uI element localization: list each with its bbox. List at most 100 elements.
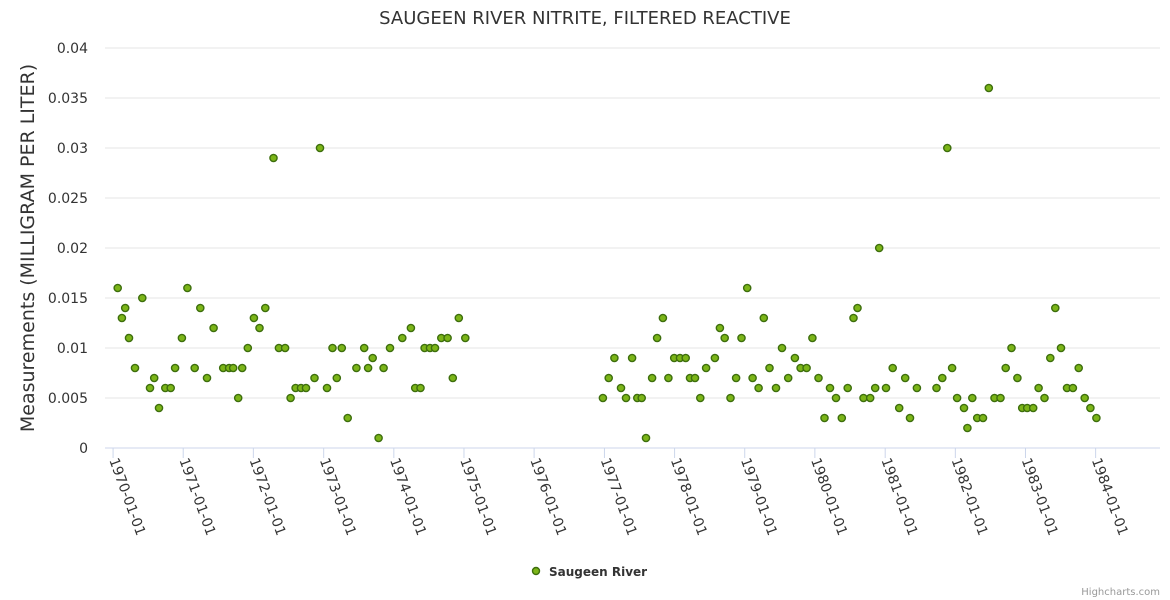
- data-point[interactable]: [652, 333, 662, 343]
- data-point[interactable]: [870, 383, 880, 393]
- data-point[interactable]: [748, 373, 757, 383]
- data-point[interactable]: [790, 353, 800, 363]
- data-point[interactable]: [202, 373, 212, 383]
- data-point[interactable]: [124, 333, 134, 343]
- data-point[interactable]: [233, 393, 243, 403]
- data-point[interactable]: [368, 353, 378, 363]
- data-point[interactable]: [943, 143, 952, 153]
- data-point[interactable]: [881, 383, 891, 393]
- data-point[interactable]: [322, 383, 332, 393]
- data-point[interactable]: [1092, 413, 1101, 423]
- data-point[interactable]: [170, 363, 180, 373]
- data-point[interactable]: [598, 393, 608, 403]
- data-point[interactable]: [385, 343, 395, 353]
- data-point[interactable]: [301, 383, 311, 393]
- data-point[interactable]: [260, 303, 270, 313]
- data-point[interactable]: [610, 353, 619, 363]
- data-point[interactable]: [183, 283, 192, 293]
- data-point[interactable]: [984, 83, 994, 93]
- data-point[interactable]: [249, 313, 259, 323]
- data-point[interactable]: [1013, 373, 1022, 383]
- data-point[interactable]: [269, 153, 278, 163]
- data-point[interactable]: [853, 303, 862, 313]
- data-point[interactable]: [430, 343, 440, 353]
- data-point[interactable]: [280, 343, 290, 353]
- data-point[interactable]: [731, 373, 741, 383]
- data-point[interactable]: [808, 333, 817, 343]
- data-point[interactable]: [1051, 303, 1060, 313]
- data-point[interactable]: [777, 343, 787, 353]
- data-point[interactable]: [865, 393, 875, 403]
- data-point[interactable]: [1056, 343, 1066, 353]
- data-point[interactable]: [647, 373, 657, 383]
- data-point[interactable]: [874, 243, 884, 253]
- data-point[interactable]: [460, 333, 470, 343]
- data-point[interactable]: [888, 363, 898, 373]
- credits-link[interactable]: Highcharts.com: [1081, 587, 1160, 598]
- data-point[interactable]: [900, 373, 910, 383]
- data-point[interactable]: [1007, 343, 1016, 353]
- data-point[interactable]: [117, 313, 127, 323]
- data-point[interactable]: [959, 403, 969, 413]
- data-point[interactable]: [932, 383, 941, 393]
- data-point[interactable]: [604, 373, 614, 383]
- data-point[interactable]: [237, 363, 247, 373]
- legend-label-saugeen-river[interactable]: Saugeen River: [549, 565, 647, 579]
- data-point[interactable]: [837, 413, 847, 423]
- data-point[interactable]: [443, 333, 452, 343]
- data-point[interactable]: [454, 313, 464, 323]
- data-point[interactable]: [814, 373, 823, 383]
- data-point[interactable]: [352, 363, 361, 373]
- legend[interactable]: Saugeen River: [531, 565, 648, 579]
- data-point[interactable]: [696, 393, 705, 403]
- data-point[interactable]: [947, 363, 957, 373]
- data-point[interactable]: [130, 363, 140, 373]
- data-point[interactable]: [190, 363, 199, 373]
- data-point[interactable]: [968, 393, 977, 403]
- data-point[interactable]: [1080, 393, 1089, 403]
- data-point[interactable]: [905, 413, 915, 423]
- data-point[interactable]: [1086, 403, 1095, 413]
- data-point[interactable]: [690, 373, 700, 383]
- data-point[interactable]: [664, 373, 673, 383]
- data-point[interactable]: [1040, 393, 1049, 403]
- data-point[interactable]: [1001, 363, 1011, 373]
- data-point[interactable]: [952, 393, 962, 403]
- data-point[interactable]: [255, 323, 264, 333]
- data-point[interactable]: [825, 383, 835, 393]
- data-point[interactable]: [310, 373, 319, 383]
- data-point[interactable]: [658, 313, 668, 323]
- data-point[interactable]: [137, 293, 147, 303]
- data-point[interactable]: [328, 343, 337, 353]
- data-point[interactable]: [228, 363, 238, 373]
- data-point[interactable]: [802, 363, 811, 373]
- data-point[interactable]: [754, 383, 763, 393]
- data-point[interactable]: [621, 393, 631, 403]
- data-point[interactable]: [315, 143, 325, 153]
- data-point[interactable]: [406, 323, 416, 333]
- data-point[interactable]: [759, 313, 769, 323]
- data-point[interactable]: [379, 363, 388, 373]
- data-point[interactable]: [849, 313, 858, 323]
- data-point[interactable]: [771, 383, 781, 393]
- data-point[interactable]: [448, 373, 458, 383]
- data-point[interactable]: [120, 303, 130, 313]
- data-point[interactable]: [783, 373, 793, 383]
- data-point[interactable]: [627, 353, 637, 363]
- data-point[interactable]: [397, 333, 407, 343]
- data-point[interactable]: [359, 343, 369, 353]
- data-point[interactable]: [337, 343, 347, 353]
- data-point[interactable]: [641, 433, 651, 443]
- data-point[interactable]: [637, 393, 647, 403]
- data-point[interactable]: [1028, 403, 1038, 413]
- data-point[interactable]: [149, 373, 159, 383]
- data-point[interactable]: [894, 403, 904, 413]
- data-point[interactable]: [209, 323, 218, 333]
- data-point[interactable]: [710, 353, 720, 363]
- data-point[interactable]: [938, 373, 947, 383]
- data-point[interactable]: [195, 303, 205, 313]
- data-point[interactable]: [843, 383, 853, 393]
- data-point[interactable]: [912, 383, 922, 393]
- data-point[interactable]: [681, 353, 691, 363]
- data-point[interactable]: [978, 413, 988, 423]
